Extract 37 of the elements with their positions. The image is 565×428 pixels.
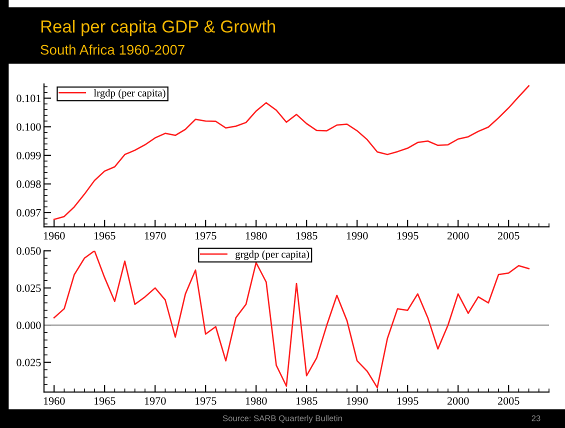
x-tick-label: 1970 <box>144 232 166 240</box>
x-tick-label: 1975 <box>195 397 216 405</box>
x-tick-label: 2005 <box>498 232 520 240</box>
y-tick-label: 0.097 <box>16 209 41 217</box>
y-tick-label: 0.101 <box>16 94 41 102</box>
x-tick-label: 1965 <box>94 397 116 405</box>
y-tick-label: 0.099 <box>16 152 41 160</box>
line-series <box>53 85 530 220</box>
x-tick-label: 2000 <box>447 397 469 405</box>
chart-subtitle: South Africa 1960-2007 <box>40 44 184 55</box>
y-tick-label: 0.000 <box>16 322 41 330</box>
y-tick-label: 0.025 <box>16 358 41 366</box>
x-tick-label: 1990 <box>346 397 368 405</box>
x-tick-label: 1980 <box>246 397 267 405</box>
x-tick-label: 1960 <box>44 397 65 405</box>
source-note: Source: SARB Quarterly Bulletin <box>222 415 342 423</box>
x-tick-label: 1965 <box>94 232 116 240</box>
x-tick-label: 2000 <box>447 232 469 240</box>
legend-label: grgdp (per capita) <box>236 250 310 260</box>
x-tick-label: 1980 <box>246 232 267 240</box>
y-tick-label: 0.025 <box>16 284 41 292</box>
x-tick-label: 1960 <box>44 232 65 240</box>
x-tick-label: 1985 <box>296 397 318 405</box>
x-tick-label: 1995 <box>397 232 418 240</box>
x-tick-label: 1995 <box>397 397 418 405</box>
y-tick-label: 0.050 <box>16 247 41 255</box>
legend-label: lrgdp (per capita) <box>94 89 166 99</box>
y-tick-label: 0.098 <box>16 180 41 188</box>
chart-title: Real per capita GDP & Growth <box>41 20 275 36</box>
x-tick-label: 1990 <box>346 232 368 240</box>
text: 23 <box>532 415 540 422</box>
x-tick-label: 2005 <box>498 397 520 405</box>
x-tick-label: 1970 <box>144 397 166 405</box>
line-series <box>53 250 530 388</box>
x-tick-label: 1985 <box>296 232 318 240</box>
x-tick-label: 1975 <box>195 232 216 240</box>
y-tick-label: 0.100 <box>16 123 41 131</box>
